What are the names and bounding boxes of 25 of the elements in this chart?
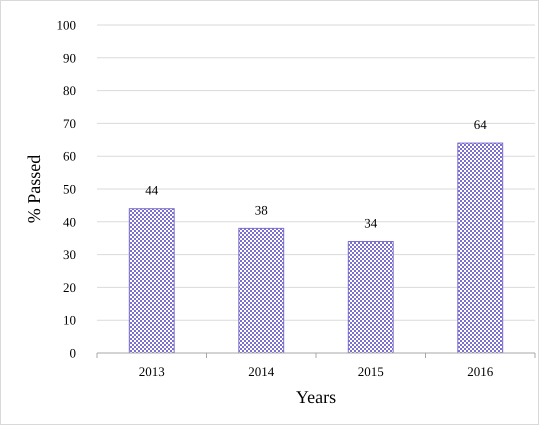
x-tick-label: 2013 [138, 364, 165, 379]
y-tick-label: 60 [63, 148, 76, 164]
bar [457, 142, 504, 354]
bar [128, 208, 175, 354]
y-tick-label: 80 [63, 83, 76, 98]
y-axis-title: % Passed [24, 154, 44, 224]
bar [238, 228, 284, 354]
y-tick-label: 10 [63, 312, 76, 328]
y-tick-label: 20 [63, 280, 76, 295]
y-tick-label: 70 [63, 116, 76, 131]
y-tick-label: 100 [56, 18, 76, 32]
data-label: 34 [364, 215, 378, 230]
y-tick-label: 50 [63, 182, 76, 196]
x-tick-label: 2015 [358, 364, 384, 379]
y-tick-label: 40 [63, 214, 76, 230]
y-tick-label: 90 [63, 50, 76, 66]
x-tick-label: 2014 [248, 364, 275, 379]
data-label: 38 [254, 202, 268, 218]
data-label: 44 [145, 182, 159, 198]
x-tick-label: 2016 [467, 364, 494, 379]
y-tick-label: 0 [70, 346, 76, 360]
y-tick-label: 30 [63, 247, 76, 262]
x-axis-title: Years [296, 387, 336, 407]
bar [348, 240, 394, 354]
data-label: 64 [474, 117, 488, 132]
